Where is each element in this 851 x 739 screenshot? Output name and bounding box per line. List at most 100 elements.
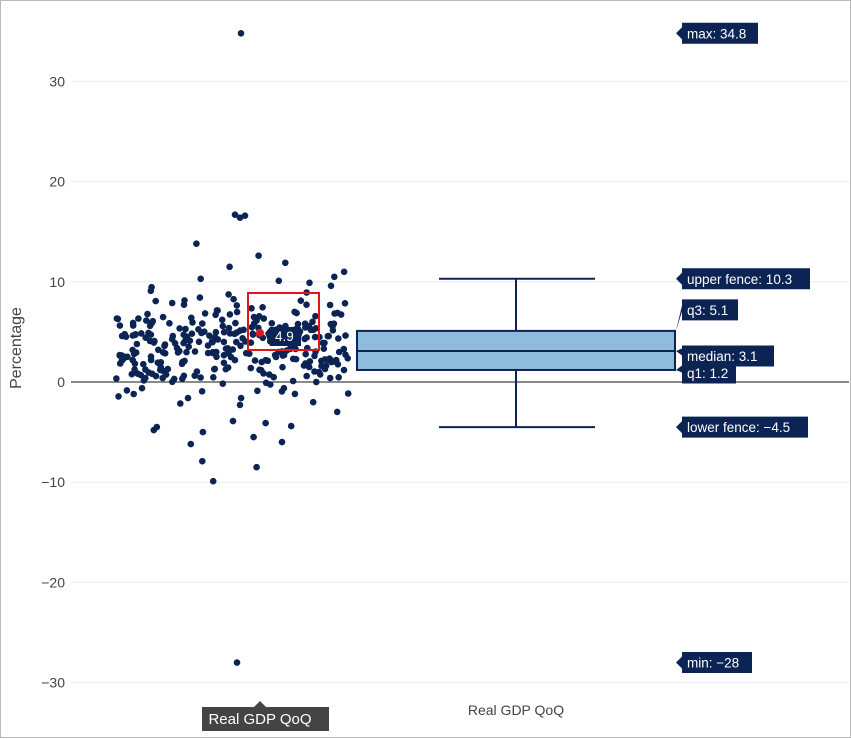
annotation-median: median: 3.1 [687,349,758,364]
data-point [145,329,152,337]
data-point [267,381,274,388]
data-point [196,294,204,301]
data-point [115,393,122,400]
data-point [303,301,310,309]
data-point [130,390,137,398]
data-point [175,347,183,355]
data-point [193,240,200,247]
data-point [181,357,188,365]
data-point [326,374,334,382]
data-point [142,334,149,342]
annotation-q1: q1: 1.2 [687,366,728,381]
data-point [294,320,302,328]
data-point [116,322,124,329]
data-point [208,338,216,345]
data-point [182,325,189,333]
data-point [236,401,244,409]
data-point [319,339,327,347]
data-point [193,368,201,375]
annotation-median-bg [676,345,774,367]
data-point [226,311,234,318]
data-point [159,349,167,356]
data-point [250,313,258,321]
data-point [187,440,195,448]
data-point [237,30,245,37]
annotation-lower-fence-bg [676,416,808,438]
data-point [229,417,237,425]
data-point [153,423,161,431]
data-point [275,277,283,285]
data-point [138,330,145,337]
data-point [198,388,206,395]
data-point [168,299,176,307]
data-point [306,279,313,287]
data-point [253,463,260,471]
data-point [206,332,213,340]
data-point [255,252,262,259]
y-tick-label: 0 [57,374,65,390]
data-point [287,345,294,353]
data-point [232,319,239,327]
data-point [210,374,217,381]
data-point [134,370,141,378]
data-point [335,374,343,381]
y-tick-label: −20 [41,574,65,590]
data-point [132,349,140,356]
data-point [220,359,228,367]
data-point [113,375,120,382]
data-point [307,326,315,334]
data-point [247,364,255,372]
data-point [344,355,352,362]
annotation-upper-fence-bg [676,268,810,290]
data-point [248,323,256,331]
data-point [335,335,342,342]
annotation-lower-fence: lower fence: −4.5 [687,420,790,435]
y-tick-label: 30 [49,73,65,89]
data-point [266,371,273,378]
data-point [143,317,150,324]
data-point [329,327,337,334]
data-point [199,457,206,465]
data-point [254,387,261,395]
data-point [220,338,228,346]
data-point [291,308,298,316]
data-point [180,301,188,309]
data-point [113,315,121,322]
data-point [131,360,139,368]
data-point [248,305,255,312]
data-point [237,342,244,350]
data-point [309,398,317,406]
data-point [123,387,131,394]
data-point [312,312,319,320]
data-point [199,428,207,436]
data-point [159,374,166,382]
data-point [342,332,349,339]
data-point [218,316,226,324]
data-point [169,378,176,386]
data-point [116,351,123,359]
data-point [340,366,348,374]
data-point [332,356,340,364]
y-tick-label: 20 [49,174,65,190]
data-point [262,356,270,364]
data-point [341,300,349,307]
data-point [309,318,316,326]
data-point [327,282,335,290]
data-point [278,438,286,446]
data-point [279,363,286,371]
data-point [135,315,142,322]
data-point [199,320,206,327]
data-point [212,328,220,336]
data-point [312,325,320,332]
data-point [195,326,202,333]
y-axis-title: Percentage [8,307,25,389]
data-point [247,339,255,347]
point-label: 4.9 [275,329,294,344]
data-point [268,320,276,327]
data-point [233,302,241,309]
data-point [224,364,232,371]
data-point [159,313,167,321]
data-point [230,295,237,303]
data-point [331,273,338,281]
data-point [157,359,165,366]
